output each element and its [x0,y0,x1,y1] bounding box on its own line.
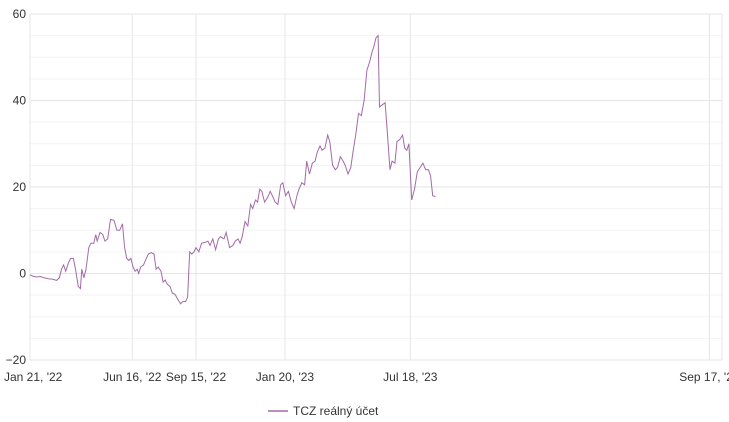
y-tick-label: −20 [6,353,27,367]
x-tick-label: Jul 18, '23 [383,370,438,384]
y-axis: −20 0 20 40 60 [6,7,27,367]
legend[interactable]: TCZ reálný účet [268,404,379,418]
x-tick-label: Jun 16, '22 [103,370,162,384]
chart-grid [29,13,723,361]
x-tick-label: Jan 21, '22 [4,370,63,384]
legend-label: TCZ reálný účet [293,404,379,418]
y-tick-label: 0 [19,267,26,281]
x-axis: Jan 21, '22 Jun 16, '22 Sep 15, '22 Jan 20,… [4,370,729,384]
series-line-tcz [29,34,436,305]
x-tick-label: Jan 20, '23 [256,370,315,384]
y-tick-label: 40 [13,94,27,108]
x-tick-label: Sep 17, '24 [679,370,729,384]
x-tick-label: Sep 15, '22 [166,370,227,384]
y-tick-label: 20 [13,180,27,194]
y-tick-label: 60 [13,7,27,21]
